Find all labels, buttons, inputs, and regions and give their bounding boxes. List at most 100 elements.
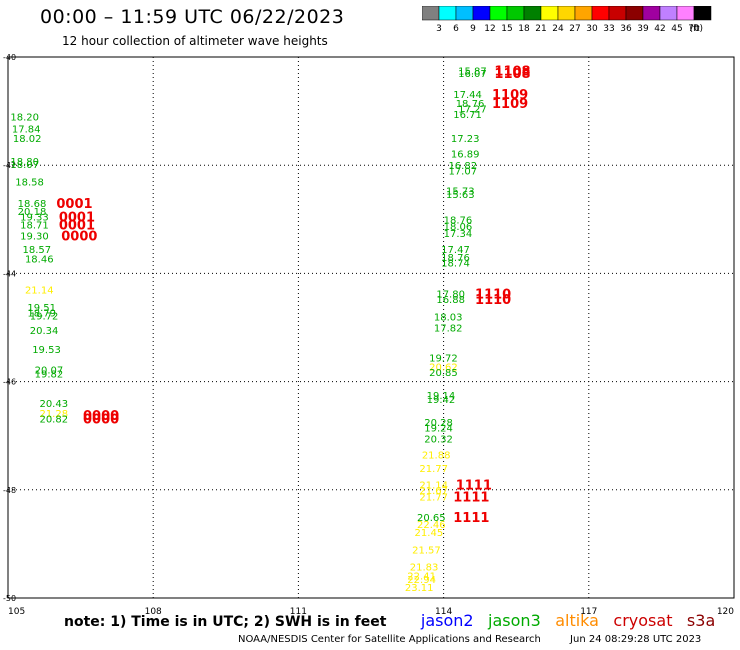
plot-frame — [7, 56, 735, 599]
swh-label: 19.72 — [429, 353, 458, 364]
colorbar-label: 3 — [436, 24, 442, 34]
swh-label: 21.88 — [422, 451, 451, 462]
legend-jason3: jason3 — [488, 611, 541, 630]
swh-label: 18.71 — [20, 221, 49, 232]
x-tick-label: 111 — [290, 607, 307, 617]
swh-label: 18.46 — [25, 254, 54, 265]
pass-time-label: 0001 — [59, 211, 95, 226]
swh-label: 20.34 — [30, 326, 59, 337]
swh-label: 22.94 — [407, 575, 436, 586]
colorbar-label: 9 — [470, 24, 476, 34]
swh-label: 19.33 — [20, 213, 49, 224]
swh-label: 21.67 — [419, 486, 448, 497]
x-tick-label: 120 — [717, 607, 734, 617]
swh-label: 19.53 — [32, 345, 61, 356]
swh-label: 19.51 — [27, 303, 56, 314]
swh-label: 15.63 — [446, 190, 475, 201]
swh-label: 18.76 — [444, 215, 473, 226]
pass-time-label: 1110 — [475, 293, 511, 308]
swh-label: 19.42 — [427, 395, 456, 406]
swh-label: 22.41 — [407, 571, 436, 582]
swh-label: 17.44 — [453, 90, 482, 101]
swh-label: 18.76 — [456, 99, 485, 110]
swh-label: 21.57 — [412, 545, 441, 556]
colorbar-label: 27 — [569, 24, 580, 34]
swh-label: 17.80 — [436, 289, 465, 300]
colorbar-label: 12 — [484, 24, 495, 34]
y-tick-label: -48 — [3, 486, 16, 495]
pass-time-label: 1108 — [494, 65, 530, 80]
swh-label: 20.07 — [35, 366, 64, 377]
y-tick-label: -44 — [3, 269, 16, 278]
page-subtitle: 12 hour collection of altimeter wave hei… — [62, 34, 328, 48]
legend: note: 1) Time is in UTC; 2) SWH is in fe… — [64, 611, 725, 630]
swh-label: 19.82 — [35, 369, 64, 380]
swh-label: 23.11 — [405, 583, 434, 594]
swh-label: 18.02 — [13, 134, 42, 145]
swh-label: 17.84 — [12, 124, 41, 135]
swh-label: 18.74 — [441, 259, 470, 270]
swh-label: 18.20 — [10, 113, 39, 124]
swh-label: 18.07 — [10, 160, 39, 171]
swh-label: 16.07 — [458, 69, 487, 80]
swh-label: 19.14 — [427, 391, 456, 402]
pass-time-label: 1111 — [453, 490, 489, 505]
swh-label: 19.72 — [30, 312, 59, 323]
swh-label: 18.80 — [10, 157, 39, 168]
swh-label: 18.68 — [18, 199, 47, 210]
swh-label: 19.30 — [20, 232, 49, 243]
x-tick-label: 108 — [145, 607, 162, 617]
colorbar-label: 45 — [671, 24, 682, 34]
pass-time-label: 0000 — [83, 409, 119, 424]
pass-time-label: 0000 — [83, 412, 119, 427]
pass-time-label: 1109 — [492, 88, 528, 103]
colorbar-label: 39 — [637, 24, 649, 34]
swh-label: 17.07 — [448, 167, 477, 178]
colorbar-label: 6 — [453, 24, 459, 34]
swh-label: 20.82 — [39, 414, 68, 425]
x-tick-label: 117 — [580, 607, 597, 617]
swh-label: 16.88 — [436, 295, 465, 306]
swh-label: 21.77 — [419, 464, 448, 475]
swh-label: 17.47 — [441, 245, 470, 256]
colorbar-unit: (ft) — [689, 24, 703, 34]
swh-label: 20.62 — [429, 362, 458, 373]
pass-time-label: 0001 — [59, 219, 95, 234]
pass-time-label: 1108 — [494, 67, 530, 82]
x-tick-label: 105 — [8, 607, 25, 617]
swh-label: 16.89 — [451, 149, 480, 160]
colorbar-label: 15 — [501, 24, 512, 34]
swh-label: 16.71 — [453, 110, 482, 121]
swh-label: 20.65 — [417, 513, 446, 524]
colorbar-label: 36 — [620, 24, 632, 34]
swh-label: 19.24 — [424, 424, 453, 435]
swh-colorbar: 3 6 9 12 15 18 21 24 27 30 33 36 39 42 45 70(ft) — [422, 6, 712, 34]
swh-label: 20.28 — [424, 418, 453, 429]
colorbar-swatch — [693, 6, 712, 21]
pass-time-label: 1109 — [492, 97, 528, 112]
pass-time-label: 1111 — [456, 478, 492, 493]
x-tick-label: 114 — [435, 607, 452, 617]
swh-label: 20.43 — [39, 399, 68, 410]
footer-timestamp: Jun 24 08:29:28 UTC 2023 — [570, 634, 702, 645]
legend-cryosat: cryosat — [613, 611, 673, 630]
swh-label: 18.58 — [15, 177, 44, 188]
footer-credit: NOAA/NESDIS Center for Satellite Applica… — [238, 634, 541, 645]
swh-label: 21.14 — [419, 480, 448, 491]
swh-label: 17.27 — [458, 104, 487, 115]
swh-label: 18.03 — [434, 313, 463, 324]
swh-label: 16.82 — [448, 161, 477, 172]
pass-time-label: 0001 — [56, 197, 92, 212]
swh-label: 17.82 — [434, 324, 463, 335]
swh-label: 17.34 — [444, 229, 473, 240]
legend-jason2: jason2 — [420, 611, 474, 630]
legend-altika: altika — [555, 611, 599, 630]
swh-label: 18.06 — [444, 222, 473, 233]
swh-label: 15.73 — [446, 187, 475, 198]
colorbar-label: 42 — [654, 24, 665, 34]
pass-time-label: 1111 — [453, 511, 489, 526]
swh-label: 21.45 — [415, 528, 444, 539]
legend-note: note: 1) Time is in UTC; 2) SWH is in fe… — [64, 614, 387, 630]
y-tick-label: -40 — [3, 53, 16, 62]
